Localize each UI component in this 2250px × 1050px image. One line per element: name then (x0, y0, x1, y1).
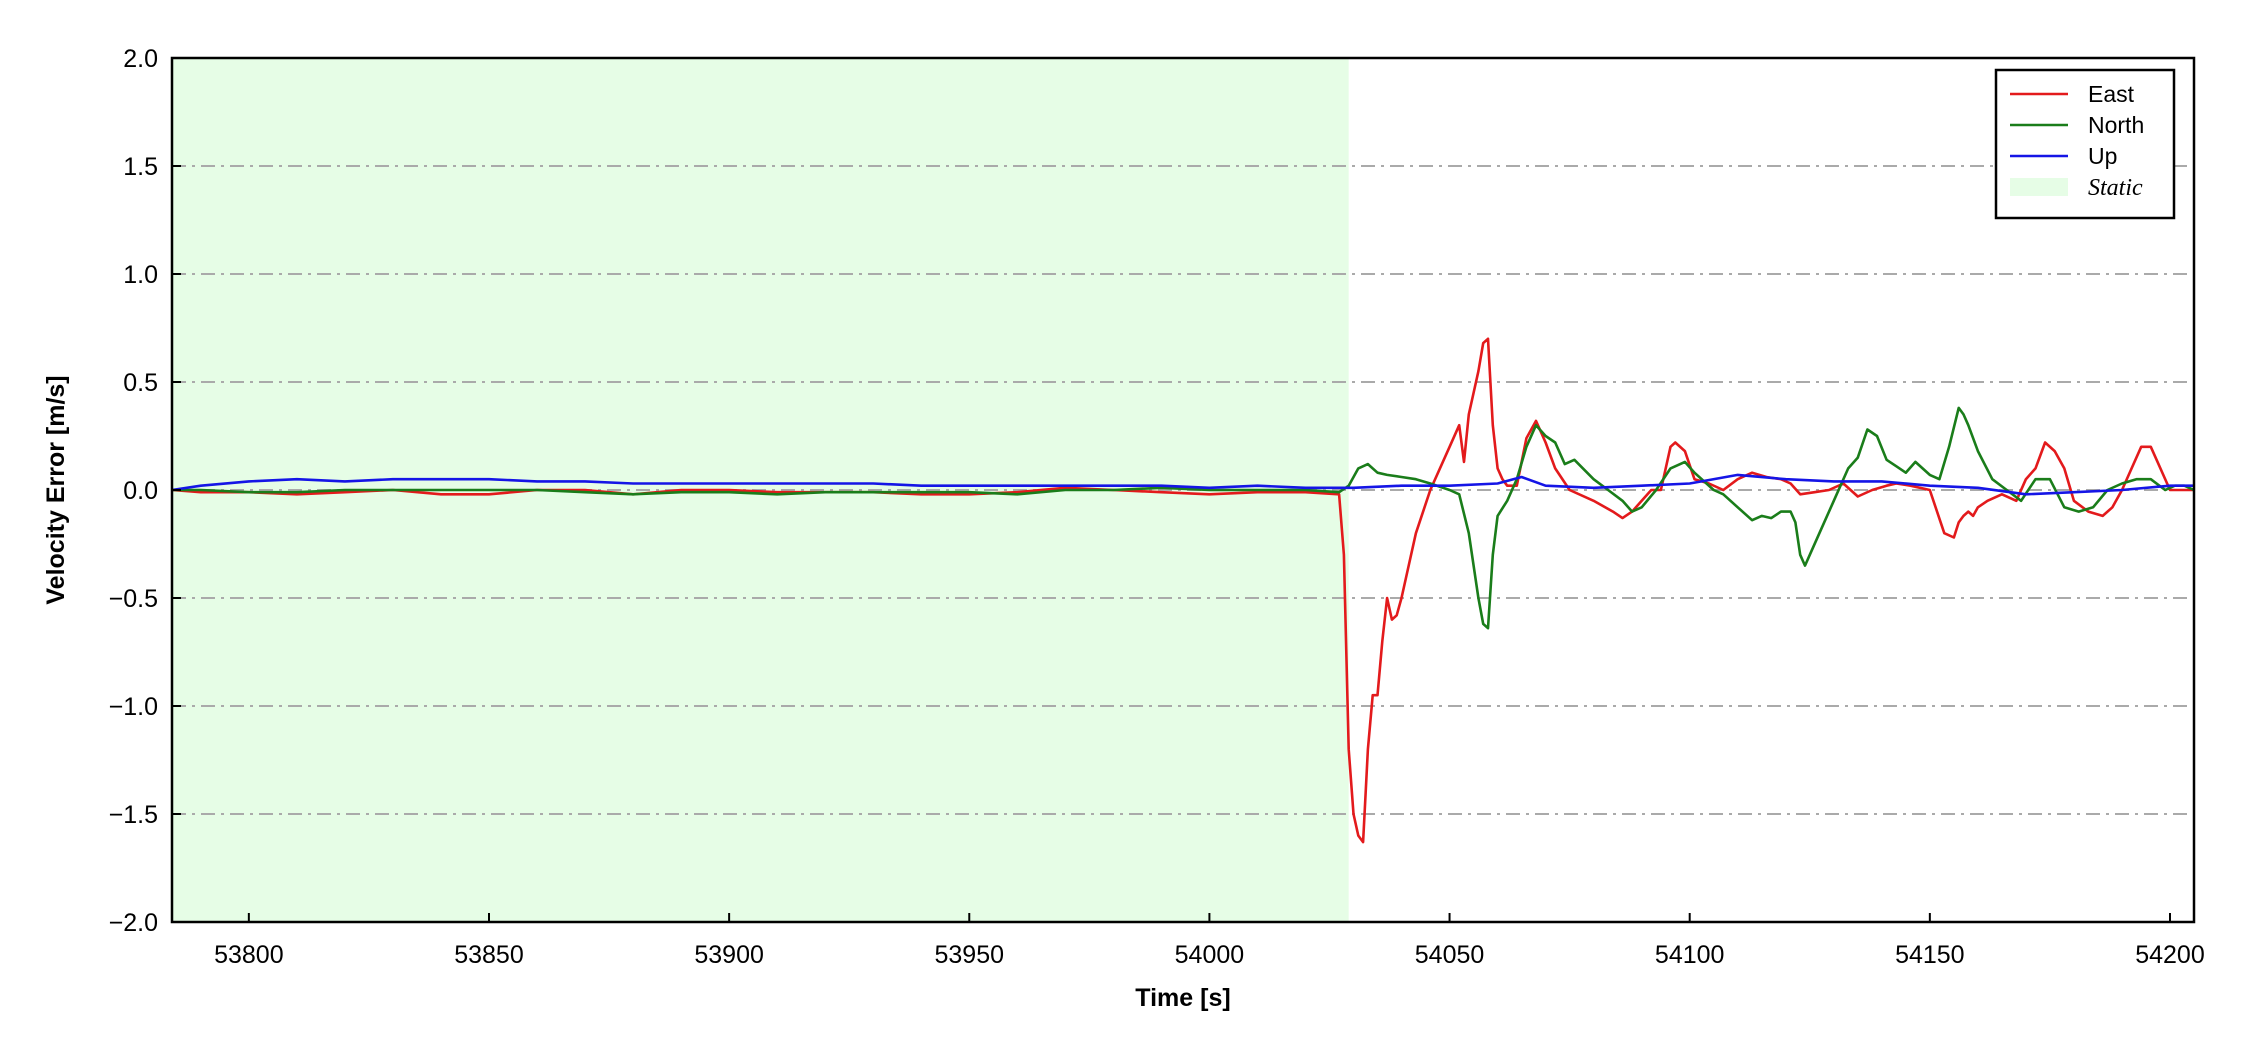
x-tick-label: 54000 (1175, 941, 1245, 969)
x-tick-label: 53850 (454, 941, 524, 969)
x-tick-label: 53900 (694, 941, 764, 969)
x-tick-label: 54200 (2135, 941, 2205, 969)
legend-label-up: Up (2088, 143, 2117, 169)
legend-swatch-static (2010, 178, 2068, 196)
y-tick-label: 0.5 (123, 369, 158, 397)
x-tick-label: 53800 (214, 941, 284, 969)
legend-label-north: North (2088, 112, 2144, 138)
y-tick-label: −1.0 (109, 693, 158, 721)
y-axis-label: Velocity Error [m/s] (42, 375, 70, 604)
x-axis-label: Time [s] (1135, 984, 1230, 1012)
x-tick-label: 53950 (935, 941, 1005, 969)
series-line-up (171, 473, 2194, 496)
y-tick-label: 2.0 (123, 45, 158, 73)
legend-label-static: Static (2088, 175, 2143, 201)
series-line-east (171, 337, 2194, 844)
series-layer (171, 337, 2195, 844)
y-tick-label: −0.5 (109, 585, 158, 613)
y-axis: −2.0 −1.5 −1.0 −0.5 0.0 0.5 1.0 1.5 2.0 (109, 45, 181, 937)
legend-label-east: East (2088, 81, 2135, 107)
x-axis: 53800 53850 53900 53950 54000 54050 54100 54150… (214, 913, 2205, 969)
y-tick-label: 1.5 (123, 153, 158, 181)
y-tick-label: 1.0 (123, 261, 158, 289)
y-tick-label: 0.0 (123, 477, 158, 505)
series-line-north (172, 406, 2195, 630)
y-tick-label: −1.5 (109, 801, 158, 829)
x-tick-label: 54050 (1415, 941, 1485, 969)
legend: East North Up Static (1994, 68, 2176, 220)
y-tick-label: −2.0 (109, 909, 158, 937)
grid-layer (172, 165, 2194, 815)
x-tick-label: 54100 (1655, 941, 1725, 969)
x-tick-label: 54150 (1895, 941, 1965, 969)
